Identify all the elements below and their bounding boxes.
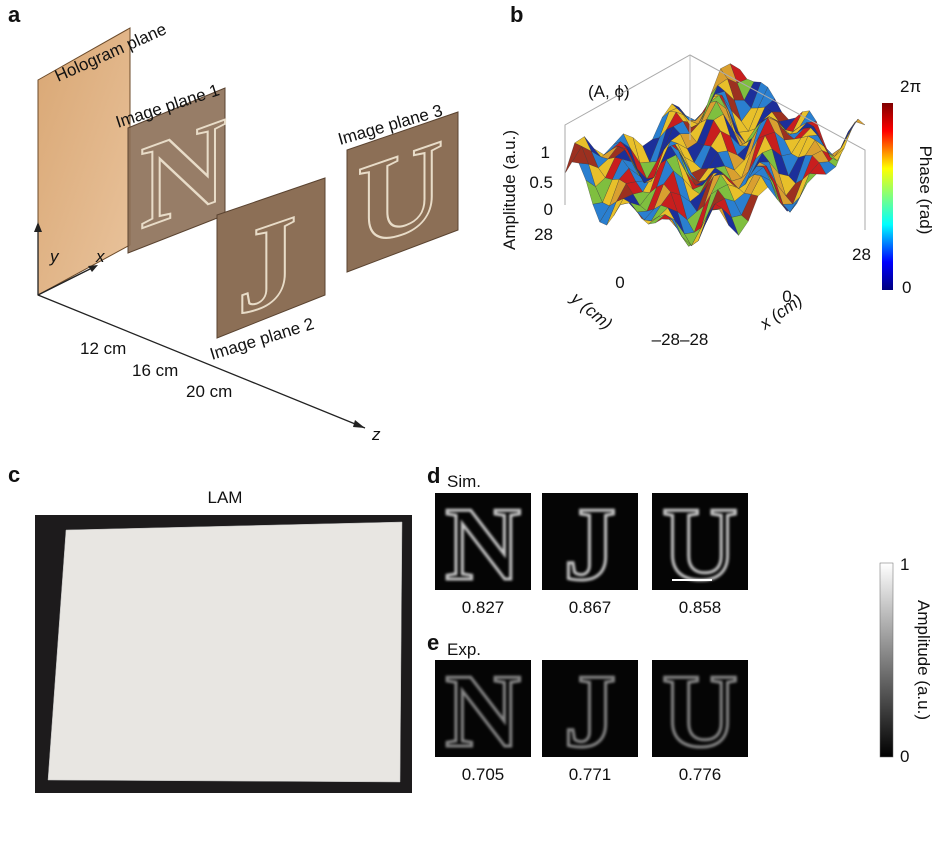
colorbar (882, 103, 893, 290)
colorbar-tick: 2π (900, 77, 921, 96)
letter-image: J (564, 485, 617, 602)
z-axis (38, 295, 365, 428)
letter-image: J (564, 652, 617, 769)
axis-label: y (49, 247, 60, 266)
panel-a: a Hologram plane N Image plane 1 J Image… (8, 2, 458, 444)
panel-label: a (8, 2, 21, 27)
colorbar-tick: 0 (902, 278, 911, 297)
panel-label: d (427, 463, 440, 488)
x-tick: 28 (852, 245, 871, 264)
arrow (353, 420, 365, 428)
panel-c: c LAM (8, 462, 412, 793)
distance: 12 cm (80, 339, 126, 358)
score: 0.705 (462, 765, 505, 784)
z-axis-label: Amplitude (a.u.) (500, 130, 519, 250)
letter: J (237, 188, 297, 342)
z-tick: 0 (544, 200, 553, 219)
panel-label: e (427, 630, 439, 655)
score: 0.771 (569, 765, 612, 784)
z-tick: 1 (541, 143, 550, 162)
y-tick: 28 (534, 225, 553, 244)
metasurface (48, 522, 402, 782)
plot-title: (A, ϕ) (588, 82, 630, 101)
score: 0.858 (679, 598, 722, 617)
colorbar (880, 563, 893, 757)
score: 0.867 (569, 598, 612, 617)
letter-image: U (662, 485, 738, 602)
axis-label: x (95, 247, 105, 266)
photo-title: LAM (208, 488, 243, 507)
letter-image: N (445, 652, 521, 769)
arrow (88, 265, 98, 272)
panel-label: b (510, 2, 523, 27)
panel-label: c (8, 462, 20, 487)
z-tick: 0.5 (529, 173, 553, 192)
score: 0.827 (462, 598, 505, 617)
letter-image: N (445, 485, 521, 602)
letter-image: U (662, 652, 738, 769)
colorbar-label: Amplitude (a.u.) (914, 600, 933, 720)
y-tick: 0 (615, 273, 624, 292)
y-axis-label: y (cm) (567, 288, 616, 334)
colorbar-label: Phase (rad) (916, 146, 935, 235)
x-axis-label: x (cm) (756, 291, 806, 334)
figure: a Hologram plane N Image plane 1 J Image… (0, 0, 940, 847)
distance: 20 cm (186, 382, 232, 401)
y-tick: –28 (652, 330, 680, 349)
colorbar-tick: 1 (900, 555, 909, 574)
colorbar-tick: 0 (900, 747, 909, 766)
distance: 16 cm (132, 361, 178, 380)
x-tick: –28 (680, 330, 708, 349)
panel-de: d Sim. e Exp. N0.827J0.867U0.858N0.705J0… (427, 463, 933, 784)
score: 0.776 (679, 765, 722, 784)
panel-b: b (A, ϕ) 1 0.5 0 Amplitude (a.u.) 28 0 –… (500, 2, 935, 349)
axis-label: z (371, 425, 381, 444)
